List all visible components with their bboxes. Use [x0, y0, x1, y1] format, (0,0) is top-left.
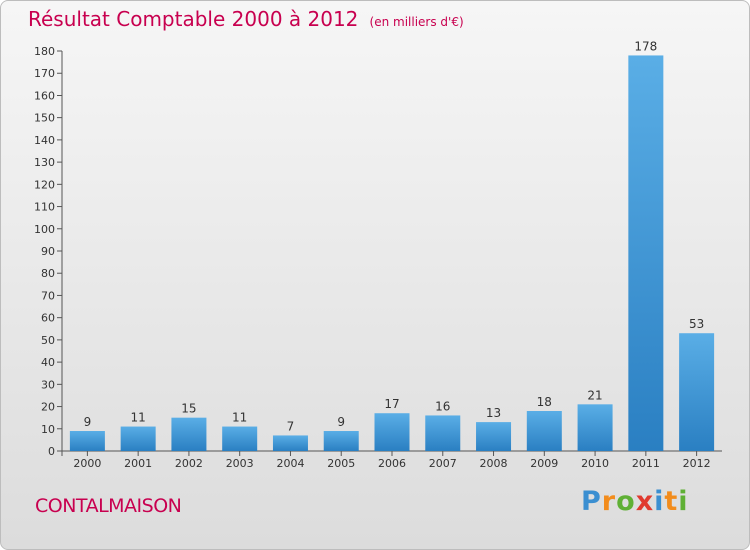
bar	[374, 413, 410, 451]
proxiti-logo: Proxiti	[581, 486, 689, 517]
axes: 0 10 20 30 40 50 60 70 80 90 100 110 120 130 140 150 160…	[34, 45, 722, 470]
bars: 9 11 15 11 7 9 17 16 13 18 21 178 53	[69, 39, 715, 451]
y-tick-label: 30	[41, 378, 55, 391]
bar	[526, 411, 562, 451]
x-tick-label: 2004	[276, 457, 304, 470]
data-label: 21	[587, 388, 602, 402]
logo-letter: P	[581, 486, 602, 517]
x-tick-label: 2007	[429, 457, 457, 470]
commune-name: CONTALMAISON	[35, 495, 182, 517]
bar	[628, 55, 664, 451]
logo-letter: i	[678, 486, 689, 517]
x-tick-label: 2009	[530, 457, 558, 470]
x-tick-label: 2000	[73, 457, 101, 470]
y-tick-label: 120	[34, 178, 55, 191]
bar	[425, 415, 461, 451]
y-tick-label: 150	[34, 112, 55, 125]
x-tick-label: 2008	[480, 457, 508, 470]
data-label: 53	[689, 317, 704, 331]
y-tick-label: 40	[41, 356, 55, 369]
x-tick-label: 2010	[581, 457, 609, 470]
x-tick-label: 2001	[124, 457, 152, 470]
y-tick-label: 70	[41, 289, 55, 302]
y-tick-label: 0	[48, 445, 55, 458]
data-label: 16	[435, 399, 450, 413]
data-label: 11	[232, 411, 247, 425]
logo-letter: i	[654, 486, 665, 517]
logo-letter: o	[616, 486, 636, 517]
y-tick-label: 90	[41, 245, 55, 258]
x-tick-label: 2003	[226, 457, 254, 470]
data-label: 11	[131, 411, 146, 425]
bar	[272, 435, 308, 451]
x-tick-label: 2012	[683, 457, 711, 470]
y-tick-label: 50	[41, 334, 55, 347]
y-tick-label: 140	[34, 134, 55, 147]
data-label: 9	[84, 415, 92, 429]
logo-letter: t	[664, 486, 679, 517]
data-label: 13	[486, 406, 501, 420]
bar	[323, 431, 359, 451]
y-tick-label: 160	[34, 89, 55, 102]
y-tick-label: 10	[41, 423, 55, 436]
bar	[171, 417, 207, 451]
y-tick-label: 60	[41, 312, 55, 325]
chart-subtitle: (en milliers d'€)	[369, 15, 464, 29]
x-tick-label: 2011	[632, 457, 660, 470]
x-tick-label: 2002	[175, 457, 203, 470]
bar	[476, 422, 512, 451]
data-label: 7	[287, 419, 295, 433]
y-tick-label: 80	[41, 267, 55, 280]
y-tick-label: 180	[34, 45, 55, 58]
data-label: 18	[537, 395, 552, 409]
chart-title: Résultat Comptable 2000 à 2012	[28, 7, 359, 31]
data-label: 15	[181, 402, 196, 416]
bar	[577, 404, 613, 451]
data-label: 17	[384, 397, 399, 411]
x-tick-label: 2006	[378, 457, 406, 470]
bar	[120, 426, 156, 451]
bar	[69, 431, 105, 451]
title-block: Résultat Comptable 2000 à 2012 (en milli…	[28, 7, 464, 31]
data-label: 178	[634, 39, 657, 53]
y-tick-label: 170	[34, 67, 55, 80]
bar	[222, 426, 258, 451]
logo-letter: x	[635, 486, 655, 517]
bar	[679, 333, 715, 451]
y-tick-label: 130	[34, 156, 55, 169]
data-label: 9	[337, 415, 345, 429]
x-tick-label: 2005	[327, 457, 355, 470]
logo-letter: r	[601, 486, 617, 517]
y-tick-label: 100	[34, 223, 55, 236]
y-tick-label: 20	[41, 401, 55, 414]
y-tick-label: 110	[34, 201, 55, 214]
